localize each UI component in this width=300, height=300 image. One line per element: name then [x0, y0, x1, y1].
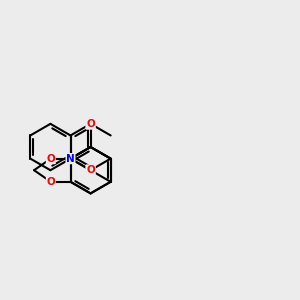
Text: N: N [66, 154, 75, 164]
Text: O: O [46, 177, 55, 187]
Text: O: O [86, 119, 95, 129]
Text: N: N [86, 165, 95, 175]
Text: O: O [46, 154, 55, 164]
Text: O: O [86, 165, 95, 175]
Text: N: N [86, 119, 95, 129]
